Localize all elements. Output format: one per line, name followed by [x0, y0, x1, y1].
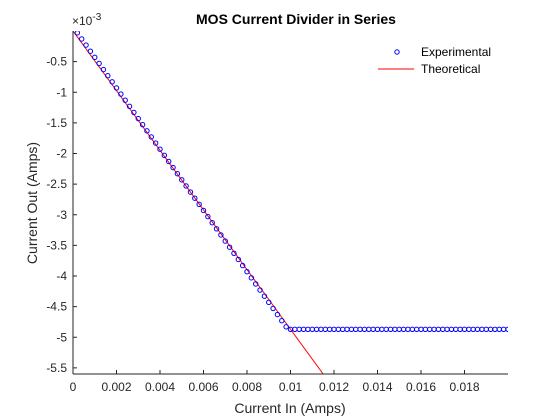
experimental-point — [157, 146, 163, 152]
y-tick-label: -4.5 — [46, 300, 67, 314]
experimental-point — [244, 269, 250, 275]
x-tick-label: 0.018 — [449, 380, 479, 394]
experimental-point — [179, 177, 185, 183]
experimental-point — [222, 238, 228, 244]
svg-text:×10-3: ×10-3 — [72, 12, 102, 28]
experimental-point — [126, 103, 133, 110]
y-tick-label: -5 — [56, 330, 67, 344]
experimental-point — [248, 275, 255, 281]
experimental-point — [148, 134, 155, 140]
experimental-point — [196, 201, 202, 208]
experimental-point — [113, 85, 120, 91]
experimental-point — [87, 48, 94, 54]
experimental-point — [96, 60, 102, 67]
x-tick-label: 0 — [70, 380, 77, 394]
y-exponent-base: ×10 — [72, 14, 93, 28]
y-tick-label: -2 — [56, 147, 67, 161]
experimental-point — [187, 189, 194, 195]
y-tick-label: -0.5 — [46, 55, 67, 69]
chart-title: MOS Current Divider in Series — [196, 11, 396, 27]
experimental-point — [253, 281, 259, 287]
y-tick-label: -2.5 — [46, 177, 67, 191]
experimental-point — [235, 256, 242, 263]
experimental-point — [174, 171, 181, 177]
experimental-point — [118, 91, 124, 97]
x-tick-label: 0.006 — [188, 380, 218, 394]
experimental-point — [131, 109, 137, 116]
y-axis-label: Current Out (Amps) — [24, 142, 40, 264]
x-axis-ticks: 0 0.002 0.004 0.006 0.008 0.01 0.012 0.014 0.016… — [70, 370, 480, 394]
x-tick-label: 0.016 — [406, 380, 436, 394]
x-tick-label: 0.014 — [362, 380, 392, 394]
experimental-point — [218, 232, 224, 238]
experimental-point — [279, 318, 285, 324]
y-tick-label: -3 — [56, 208, 67, 222]
legend-theoretical-label: Theoretical — [421, 62, 480, 76]
y-exponent-power: -3 — [92, 12, 101, 23]
experimental-point — [274, 311, 281, 318]
experimental-point — [192, 195, 198, 201]
experimental-point — [200, 207, 207, 214]
x-axis-label: Current In (Amps) — [234, 400, 345, 416]
experimental-point — [83, 42, 89, 48]
experimental-point — [209, 220, 215, 226]
experimental-point — [100, 66, 107, 73]
experimental-point — [166, 158, 172, 165]
x-tick-label: 0.002 — [101, 380, 131, 394]
y-tick-label: -1 — [56, 85, 67, 99]
x-tick-label: 0.01 — [279, 380, 303, 394]
x-tick-label: 0.004 — [145, 380, 175, 394]
y-tick-label: -1.5 — [46, 116, 67, 130]
y-tick-label: -5.5 — [46, 361, 67, 375]
experimental-point — [231, 250, 237, 257]
experimental-point — [109, 79, 115, 85]
y-exponent-label: ×10-3 — [72, 12, 102, 28]
experimental-point — [257, 287, 263, 293]
experimental-point — [183, 183, 189, 189]
experimental-point — [205, 213, 211, 220]
experimental-point — [152, 140, 159, 146]
x-tick-label: 0.012 — [319, 380, 349, 394]
experimental-point — [270, 305, 276, 312]
plot-area — [73, 31, 508, 374]
series-experimental — [74, 31, 508, 332]
legend-experimental-marker — [394, 49, 400, 55]
legend-experimental-label: Experimental — [421, 45, 491, 59]
experimental-point — [74, 31, 81, 36]
experimental-point — [226, 244, 233, 250]
experimental-point — [79, 36, 85, 42]
experimental-point — [170, 164, 176, 171]
experimental-point — [239, 262, 246, 269]
experimental-point — [144, 128, 150, 134]
experimental-point — [135, 115, 141, 122]
y-tick-label: -3.5 — [46, 238, 67, 252]
experimental-point — [261, 293, 268, 299]
experimental-point — [105, 73, 111, 79]
experimental-point — [505, 326, 508, 332]
legend: Experimental Theoretical — [378, 45, 491, 76]
experimental-point — [283, 324, 289, 330]
x-tick-label: 0.008 — [232, 380, 262, 394]
y-axis-ticks: -0.5 -1 -1.5 -2 -2.5 -3 -3.5 -4 -4.5 -5 -5.5 — [46, 55, 77, 375]
y-tick-label: -4 — [56, 269, 67, 283]
experimental-point — [266, 299, 272, 306]
experimental-point — [161, 152, 168, 159]
experimental-point — [122, 97, 128, 103]
experimental-point — [213, 226, 220, 232]
experimental-point — [92, 54, 98, 61]
experimental-point — [139, 122, 146, 128]
